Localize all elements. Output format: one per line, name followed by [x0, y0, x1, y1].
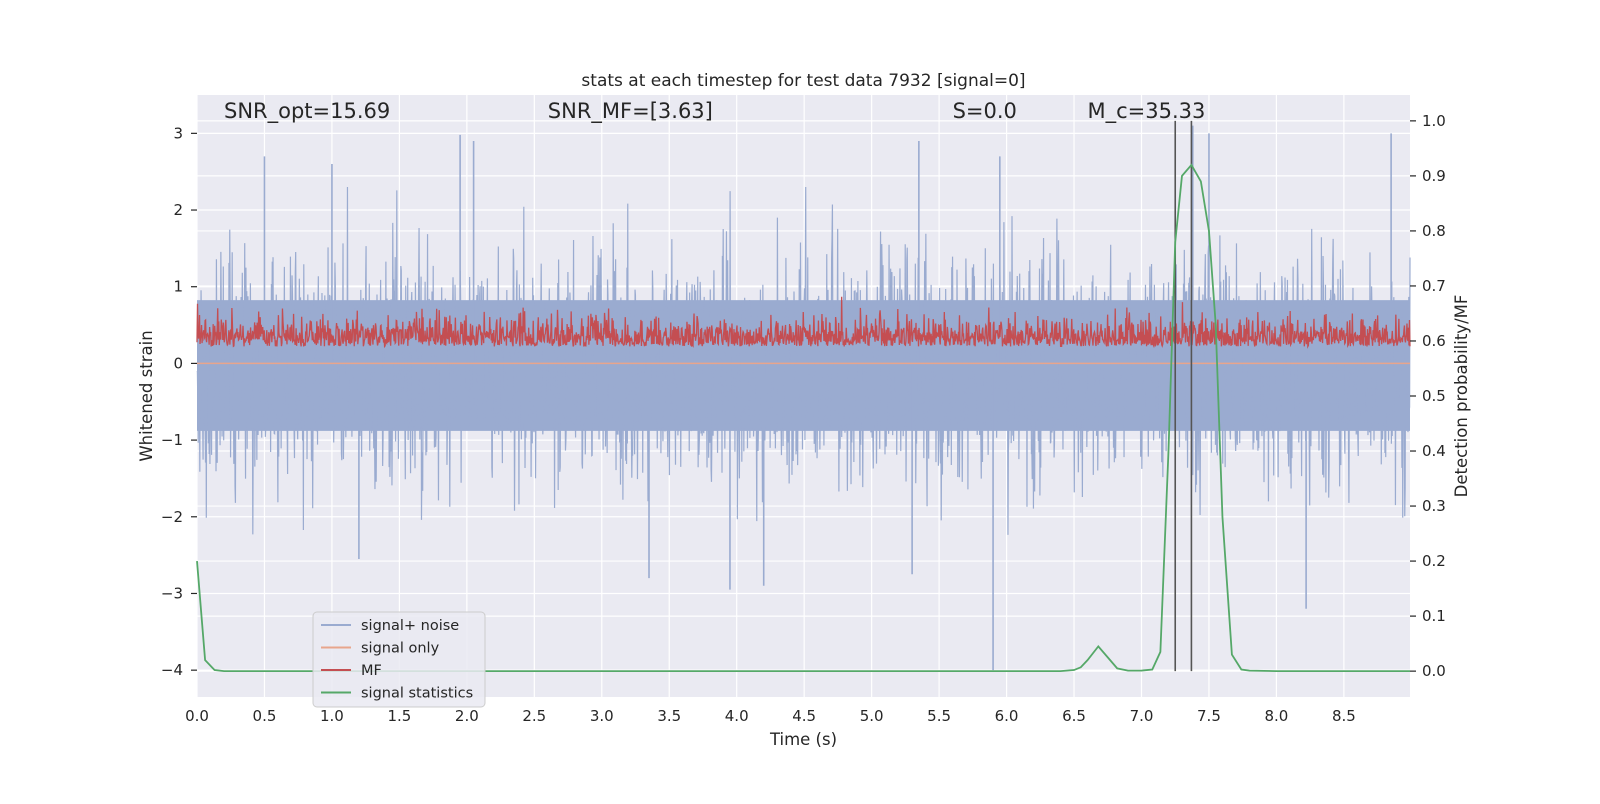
series-mf [196, 296, 1411, 349]
annotation-s-stat: S=0.0 [953, 99, 1017, 123]
y-right-tick-label: 0.2 [1422, 552, 1446, 570]
vertical-markers [1174, 120, 1193, 672]
x-tick-label: 1.5 [387, 707, 411, 725]
y-axis-right-label: Detection probability/MF [1452, 295, 1471, 498]
y-right-tick-label: 0.4 [1422, 442, 1446, 460]
legend: signal+ noise signal only MF signal statist… [312, 611, 486, 708]
legend-label: signal statistics [361, 686, 473, 702]
y-right-tick-label: 0.0 [1422, 662, 1446, 680]
legend-label: MF [361, 663, 382, 679]
y-right-tick-label: 0.5 [1422, 387, 1446, 405]
x-tick-label: 0.0 [185, 707, 209, 725]
y-left-tick-label: −1 [161, 431, 183, 449]
chart-title: stats at each timestep for test data 793… [581, 71, 1025, 91]
y-right-tick-label: 1.0 [1422, 112, 1446, 130]
annotation-snr-opt: SNR_opt=15.69 [224, 99, 390, 124]
y-right-tick-label: 0.1 [1422, 607, 1446, 625]
y-left-tick-label: −2 [161, 508, 183, 526]
y-left-tick-label: 2 [173, 201, 183, 219]
y-axis-left-ticks: 3 2 1 0 −1 −2 −3 −4 [161, 124, 197, 679]
y-right-tick-label: 0.6 [1422, 332, 1446, 350]
y-axis-left-label: Whitened strain [137, 330, 156, 461]
x-axis-ticks: 0.0 0.5 1.0 1.5 2.0 2.5 3.0 3.5 4.0 4.5 5.0 5.5 6.0 6… [185, 707, 1356, 725]
annotation-snr-mf: SNR_MF=[3.63] [548, 99, 713, 124]
annotation-mc: M_c=35.33 [1088, 99, 1206, 124]
x-axis-label: Time (s) [769, 730, 837, 749]
x-tick-label: 4.5 [792, 707, 816, 725]
x-tick-label: 6.5 [1062, 707, 1086, 725]
x-tick-label: 5.0 [860, 707, 884, 725]
x-tick-label: 8.5 [1332, 707, 1356, 725]
legend-label: signal only [361, 641, 440, 657]
y-right-tick-label: 0.9 [1422, 167, 1446, 185]
x-tick-label: 4.0 [725, 707, 749, 725]
x-tick-label: 5.5 [927, 707, 951, 725]
x-tick-label: 2.5 [522, 707, 546, 725]
y-right-tick-label: 0.3 [1422, 497, 1446, 515]
x-tick-label: 7.5 [1197, 707, 1221, 725]
y-right-tick-label: 0.8 [1422, 222, 1446, 240]
x-tick-label: 3.5 [657, 707, 681, 725]
legend-box [312, 611, 486, 708]
mf-trace [196, 296, 1411, 349]
y-left-tick-label: 1 [173, 278, 183, 296]
noise-spikes [263, 125, 1392, 671]
x-tick-label: 8.0 [1264, 707, 1288, 725]
x-tick-label: 0.5 [253, 707, 277, 725]
y-left-tick-label: 3 [173, 124, 183, 142]
y-left-tick-label: 0 [173, 354, 183, 372]
x-tick-label: 3.0 [590, 707, 614, 725]
x-tick-label: 7.0 [1130, 707, 1154, 725]
y-right-tick-label: 0.7 [1422, 277, 1446, 295]
y-axis-right-ticks: 1.0 0.9 0.8 0.7 0.6 0.5 0.4 0.3 0.2 0.1 0.0 [1410, 112, 1446, 680]
x-tick-label: 6.0 [995, 707, 1019, 725]
annotations: SNR_opt=15.69 SNR_MF=[3.63] S=0.0 M_c=35.33 [224, 99, 1205, 124]
x-tick-label: 1.0 [320, 707, 344, 725]
x-tick-label: 2.0 [455, 707, 479, 725]
legend-label: signal+ noise [361, 618, 459, 634]
y-left-tick-label: −3 [161, 584, 183, 602]
noise-trace [196, 187, 1411, 535]
y-left-tick-label: −4 [161, 661, 183, 679]
